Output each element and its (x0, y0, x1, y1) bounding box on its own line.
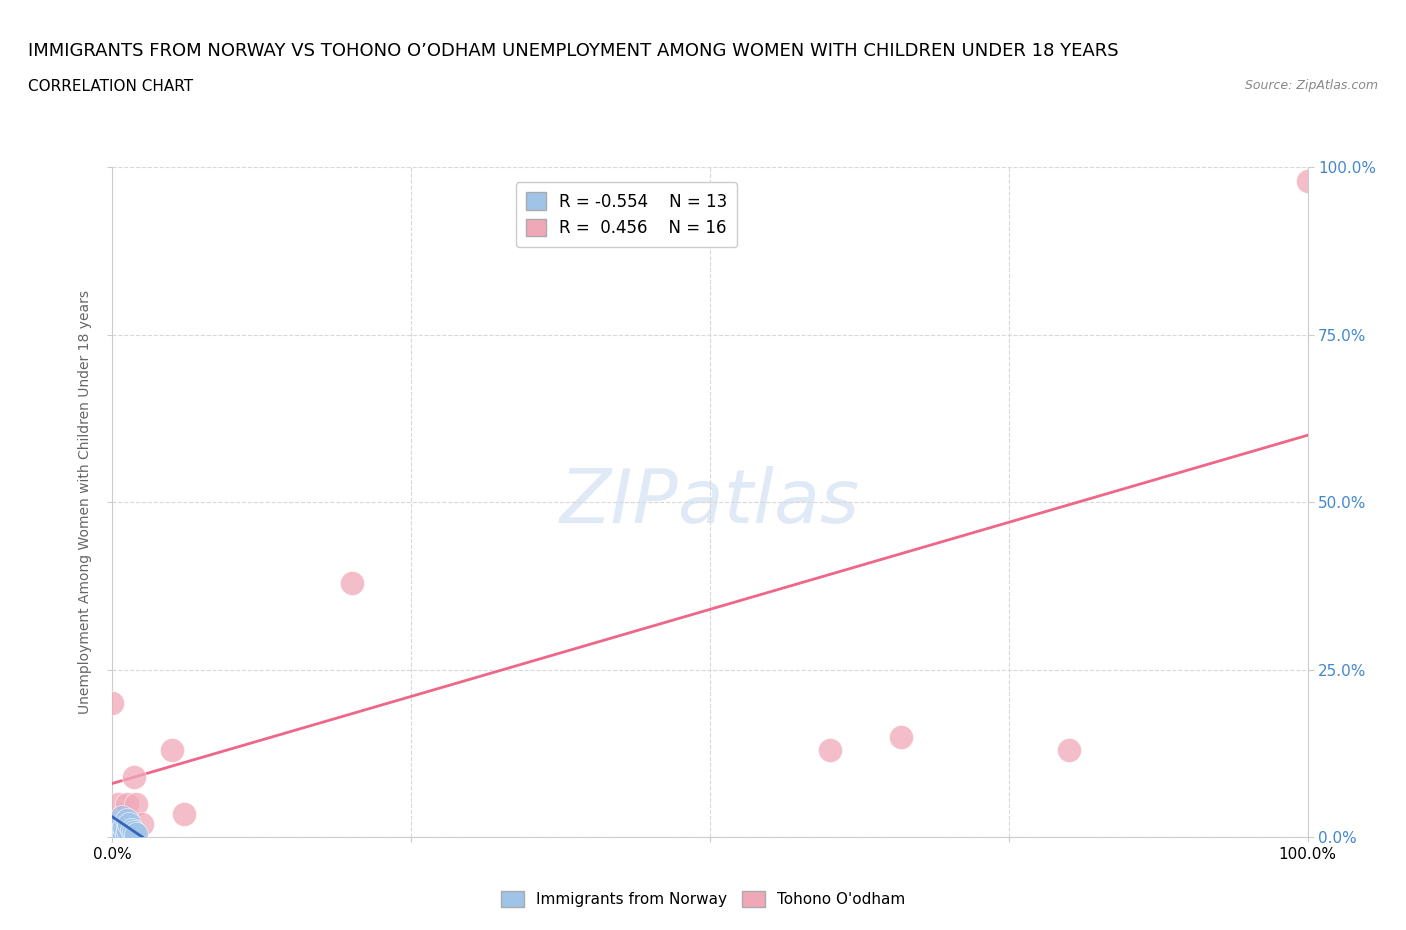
Point (115, 796, 138, 811)
Point (110, 817, 132, 831)
Point (118, 817, 141, 831)
Point (114, 819, 135, 834)
Point (120, 817, 142, 831)
Point (162, 742, 183, 757)
Point (107, 796, 129, 811)
Point (131, 817, 153, 831)
Point (1057, 742, 1080, 757)
Y-axis label: Unemployment Among Women with Children Under 18 years: Unemployment Among Women with Children U… (77, 290, 91, 714)
Legend: R = -0.554    N = 13, R =  0.456    N = 16: R = -0.554 N = 13, R = 0.456 N = 16 (516, 182, 737, 247)
Point (818, 742, 841, 757)
Legend: Immigrants from Norway, Tohono O'odham: Immigrants from Norway, Tohono O'odham (495, 884, 911, 913)
Point (340, 575, 363, 590)
Text: IMMIGRANTS FROM NORWAY VS TOHONO O’ODHAM UNEMPLOYMENT AMONG WOMEN WITH CHILDREN : IMMIGRANTS FROM NORWAY VS TOHONO O’ODHAM… (28, 42, 1119, 60)
Point (1296, 173, 1319, 188)
Point (173, 806, 195, 821)
Point (122, 769, 145, 784)
Point (101, 696, 124, 711)
Point (107, 823, 129, 838)
Point (104, 817, 127, 831)
Point (107, 826, 129, 841)
Point (115, 813, 138, 828)
Text: Source: ZipAtlas.com: Source: ZipAtlas.com (1244, 79, 1378, 92)
Text: CORRELATION CHART: CORRELATION CHART (28, 79, 193, 94)
Point (121, 823, 143, 838)
Point (115, 826, 138, 841)
Point (125, 796, 148, 811)
Point (122, 824, 145, 839)
Point (114, 817, 135, 831)
Text: ZIPatlas: ZIPatlas (560, 466, 860, 538)
Point (111, 809, 134, 824)
Point (125, 826, 148, 841)
Point (117, 823, 139, 838)
Point (114, 826, 135, 841)
Point (890, 729, 912, 744)
